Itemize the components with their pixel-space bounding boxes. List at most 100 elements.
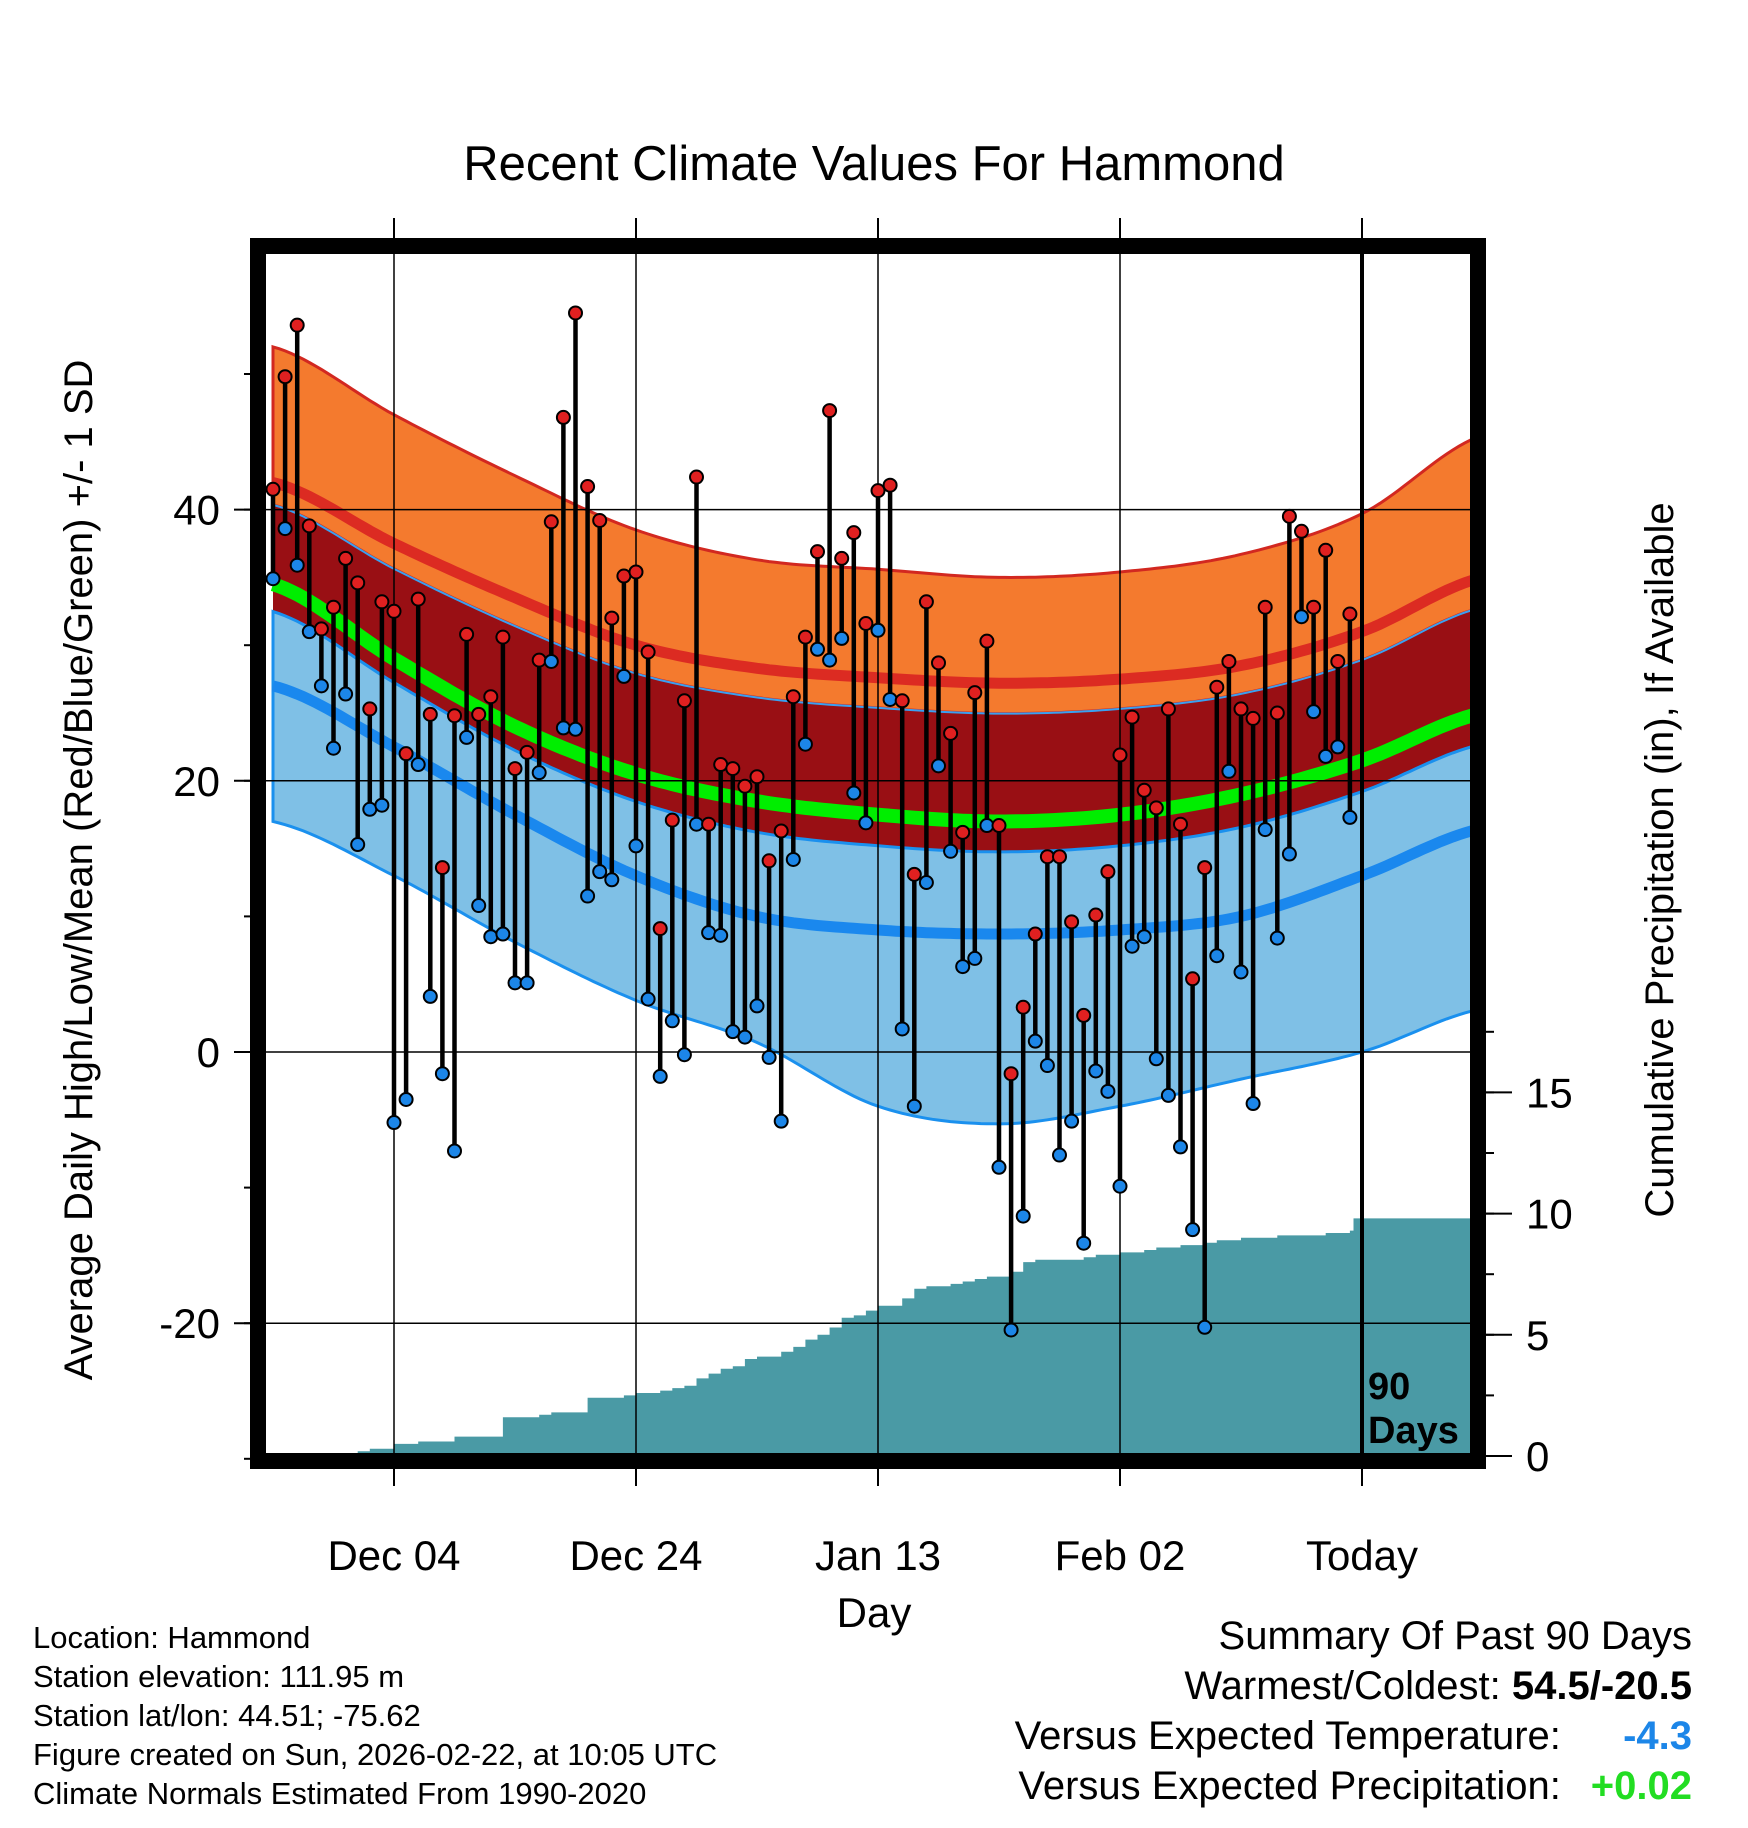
temp-departure-value: -4.3 xyxy=(1623,1714,1692,1758)
daily-high-point xyxy=(1306,599,1322,615)
daily-low-point xyxy=(1015,1208,1031,1224)
daily-low-point xyxy=(773,1113,789,1129)
daily-low-point xyxy=(1160,1087,1176,1103)
daily-high-point xyxy=(1088,907,1104,923)
daily-low-point xyxy=(785,851,801,867)
daily-low-point xyxy=(1148,1051,1164,1067)
normals-text: Climate Normals Estimated From 1990-2020 xyxy=(33,1776,647,1811)
daily-high-point xyxy=(761,853,777,869)
daily-high-point xyxy=(664,812,680,828)
daily-low-point xyxy=(797,736,813,752)
daily-low-point xyxy=(955,959,971,975)
daily-high-point xyxy=(749,769,765,785)
daily-high-point xyxy=(313,621,329,637)
daily-low-point xyxy=(1342,809,1358,825)
warmest-coldest-value: 54.5/-20.5 xyxy=(1511,1664,1692,1708)
daily-high-point xyxy=(918,594,934,610)
daily-low-point xyxy=(906,1098,922,1114)
daily-low-point xyxy=(1124,938,1140,954)
x-tick-label: Today xyxy=(1306,1532,1418,1579)
daily-low-point xyxy=(810,641,825,657)
daily-high-point xyxy=(689,469,704,485)
y-axis-label: Average Daily High/Low/Mean (Red/Blue/Gr… xyxy=(57,360,101,1381)
daily-low-point xyxy=(628,838,644,854)
daily-high-point xyxy=(338,550,354,566)
daily-high-point xyxy=(773,823,789,839)
daily-low-point xyxy=(1245,1096,1261,1112)
daily-high-point xyxy=(531,652,547,668)
daily-low-point xyxy=(338,686,354,702)
daily-low-point xyxy=(1064,1113,1080,1129)
chart-title: Recent Climate Values For Hammond xyxy=(463,137,1285,191)
daily-high-point xyxy=(1294,523,1309,539)
daily-low-point xyxy=(422,988,438,1004)
today-days-label: 90 xyxy=(1368,1366,1410,1408)
daily-high-point xyxy=(967,685,983,701)
daily-high-point xyxy=(943,725,959,741)
daily-high-point xyxy=(846,525,862,541)
daily-high-point xyxy=(471,706,487,722)
daily-high-point xyxy=(894,693,910,709)
daily-low-point xyxy=(592,864,608,880)
elevation-text: Station elevation: 111.95 m xyxy=(33,1659,405,1694)
daily-high-point xyxy=(1039,849,1055,865)
daily-high-point xyxy=(1257,599,1273,615)
daily-high-point xyxy=(616,568,632,584)
daily-low-point xyxy=(398,1091,414,1107)
daily-high-point xyxy=(1209,679,1225,695)
daily-high-point xyxy=(858,616,874,632)
daily-low-point xyxy=(689,816,704,832)
daily-high-point xyxy=(1173,816,1188,832)
daily-low-point xyxy=(676,1047,692,1063)
y-tick-label: -20 xyxy=(159,1300,220,1347)
warmest-coldest-label: Warmest/Coldest: xyxy=(1184,1664,1501,1708)
plot-frame xyxy=(250,238,1486,1469)
location-text: Location: Hammond xyxy=(33,1620,311,1655)
daily-low-point xyxy=(350,837,366,853)
daily-high-point xyxy=(1160,701,1176,717)
daily-low-point xyxy=(604,872,620,888)
daily-high-point xyxy=(265,481,281,497)
daily-high-point xyxy=(713,757,729,773)
daily-low-point xyxy=(931,758,946,774)
daily-low-point xyxy=(1257,822,1273,838)
daily-low-point xyxy=(1197,1319,1213,1335)
daily-low-point xyxy=(265,571,281,587)
daily-low-point xyxy=(447,1143,462,1159)
daily-high-point xyxy=(1136,782,1152,798)
daily-high-point xyxy=(1076,1007,1092,1023)
daily-low-point xyxy=(1027,1033,1043,1049)
y-right-tick-label: 0 xyxy=(1526,1433,1549,1480)
daily-high-point xyxy=(1003,1066,1019,1082)
daily-low-point xyxy=(1039,1058,1055,1074)
daily-low-point xyxy=(894,1021,910,1037)
daily-high-point xyxy=(882,477,898,493)
daily-low-point xyxy=(737,1029,753,1045)
daily-low-point xyxy=(434,1066,450,1082)
daily-low-point xyxy=(701,925,717,941)
daily-high-point xyxy=(1027,926,1043,942)
x-tick-label: Dec 24 xyxy=(569,1532,702,1579)
daily-low-point xyxy=(543,653,559,669)
station-info: Location: Hammond Station elevation: 111… xyxy=(33,1618,717,1813)
precip-area xyxy=(273,1218,1473,1456)
daily-high-point xyxy=(495,629,511,645)
daily-high-point xyxy=(1197,860,1213,876)
y-tick-label: 40 xyxy=(173,487,220,534)
daily-low-point xyxy=(459,729,475,745)
daily-low-point xyxy=(1221,763,1237,779)
daily-high-point xyxy=(398,746,414,762)
daily-high-point xyxy=(628,564,644,580)
daily-low-point xyxy=(822,652,838,668)
daily-high-point xyxy=(1148,800,1164,816)
daily-low-point xyxy=(1136,929,1152,945)
daily-high-point xyxy=(459,626,475,642)
daily-low-point xyxy=(918,875,934,890)
daily-low-point xyxy=(313,678,329,694)
daily-high-point xyxy=(1112,747,1128,763)
daily-high-point xyxy=(1015,999,1031,1015)
summary-title: Summary Of Past 90 Days xyxy=(1218,1614,1692,1658)
daily-high-point xyxy=(1233,701,1249,717)
y-right-tick-label: 15 xyxy=(1526,1069,1573,1116)
